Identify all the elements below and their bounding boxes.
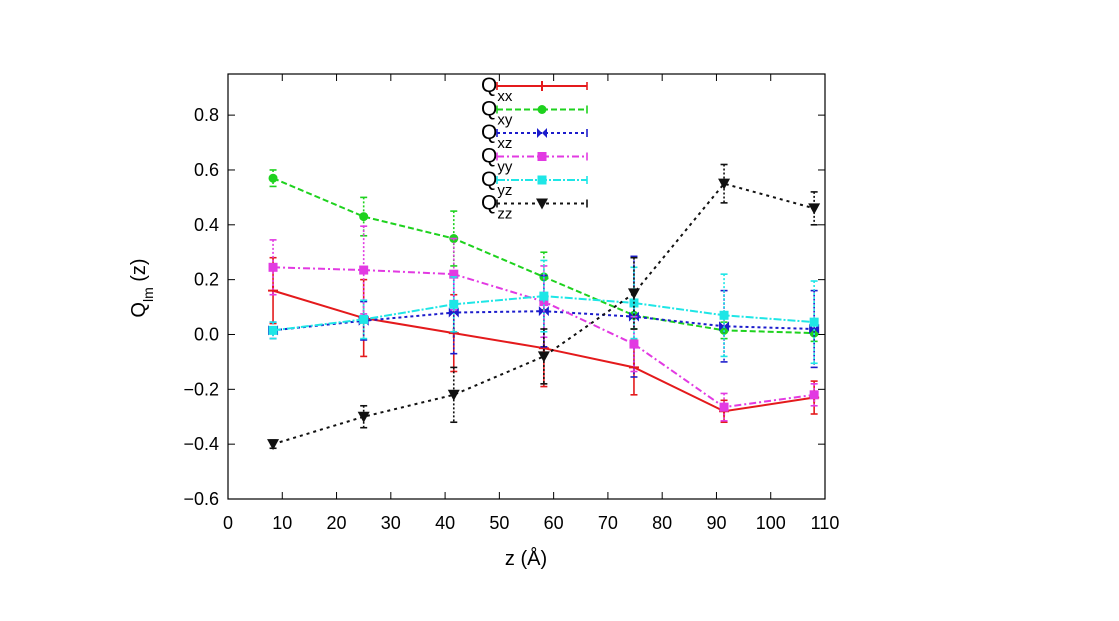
- data-point-qyz: [268, 325, 278, 335]
- data-point-qyz: [539, 291, 549, 301]
- x-tick-label: 90: [706, 513, 726, 533]
- legend-marker-qxy: [537, 105, 547, 114]
- data-point-qxy: [268, 173, 278, 183]
- legend-entry-qyy: Qyy: [481, 145, 588, 176]
- legend-marker-qzz: [536, 198, 548, 210]
- legend-label-qyz: Qyz: [481, 168, 512, 199]
- legend-label-main: Q: [481, 145, 497, 168]
- legend-label-qxz: Qxz: [481, 121, 512, 152]
- x-tick-label: 0: [223, 513, 233, 533]
- data-point-qzz: [537, 351, 550, 363]
- y-axis-title-sub: lm: [140, 287, 156, 302]
- y-axis-title-main: Q: [128, 302, 150, 318]
- y-tick-label: 0.6: [194, 160, 219, 180]
- y-axis-title: Qlm (z): [128, 258, 156, 317]
- x-tick-label: 30: [381, 513, 401, 533]
- legend-marker-qxx: [537, 81, 547, 91]
- data-point-qyy: [359, 265, 369, 275]
- legend-entry-qyz: Qyz: [481, 168, 588, 199]
- legend-label-qxy: Qxy: [481, 98, 513, 129]
- y-tick-label: 0.2: [194, 270, 219, 290]
- legend-label-sub: zz: [497, 205, 512, 222]
- x-tick-label: 110: [811, 513, 840, 533]
- legend-label-sub: yz: [497, 182, 512, 199]
- legend-entry-qxz: Qxz: [481, 121, 588, 152]
- tick-layer: [227, 74, 826, 500]
- x-tick-label: 50: [489, 513, 509, 533]
- data-point-qxy: [359, 212, 369, 222]
- data-point-qzz: [357, 411, 370, 423]
- legend-marker-qyy: [537, 152, 547, 161]
- y-tick-label: −0.6: [183, 489, 219, 509]
- data-point-qyz: [449, 299, 459, 309]
- data-point-qyy: [629, 339, 639, 349]
- data-point-qyy: [809, 390, 819, 400]
- legend-label-sub: xy: [497, 111, 513, 128]
- data-point-qyz: [719, 310, 729, 320]
- y-tick-label: −0.2: [183, 379, 219, 399]
- legend-label-main: Q: [481, 74, 497, 97]
- legend-label-sub: yy: [497, 158, 513, 175]
- plot-frame: [227, 73, 826, 500]
- series-layer: [267, 163, 821, 451]
- data-point-qzz: [447, 389, 460, 401]
- x-tick-label: 70: [598, 513, 618, 533]
- legend-label-main: Q: [481, 168, 497, 191]
- data-point-qyy: [449, 269, 459, 279]
- legend-label-main: Q: [481, 98, 497, 121]
- data-point-qyy: [719, 402, 729, 412]
- data-point-qzz: [718, 178, 731, 190]
- x-tick-label: 10: [272, 513, 292, 533]
- data-point-qzz: [267, 439, 280, 451]
- legend-label-main: Q: [481, 121, 497, 144]
- axis-label-layer: 0 10 20 30 40 50 60 70 80 90 100 110 −0.6 −0.4 −0.2 0.0…: [183, 105, 839, 533]
- legend-label-qxx: Qxx: [481, 74, 513, 105]
- legend-marker-qyz: [537, 175, 547, 185]
- x-tick-label: 60: [544, 513, 564, 533]
- y-tick-label: 0.0: [194, 324, 219, 344]
- data-point-qyz: [359, 314, 369, 324]
- legend-entry-qzz: Qzz: [481, 192, 588, 223]
- data-point-qyz: [809, 317, 819, 327]
- series-qzz: [267, 163, 821, 451]
- y-tick-label: −0.4: [183, 434, 219, 454]
- y-axis-title-suffix: (z): [128, 258, 150, 287]
- x-tick-label: 40: [435, 513, 455, 533]
- legend-label-qzz: Qzz: [481, 192, 512, 223]
- legend-label-qyy: Qyy: [481, 145, 513, 176]
- data-point-qyy: [268, 262, 278, 272]
- legend-marker-qxz: [537, 128, 547, 138]
- x-tick-label: 80: [652, 513, 672, 533]
- y-tick-label: 0.8: [194, 105, 219, 125]
- data-point-qzz: [808, 203, 821, 215]
- x-tick-label: 100: [756, 513, 786, 533]
- legend-label-sub: xz: [497, 135, 512, 152]
- y-tick-label: 0.4: [194, 215, 219, 235]
- legend-label-main: Q: [481, 192, 497, 215]
- legend-entry-qxy: Qxy: [481, 98, 588, 129]
- legend-entry-qxx: Qxx: [481, 74, 588, 105]
- x-axis-title: z (Å): [505, 547, 547, 570]
- x-tick-label: 20: [327, 513, 347, 533]
- legend-label-sub: xx: [497, 88, 513, 105]
- data-point-qzz: [627, 288, 640, 300]
